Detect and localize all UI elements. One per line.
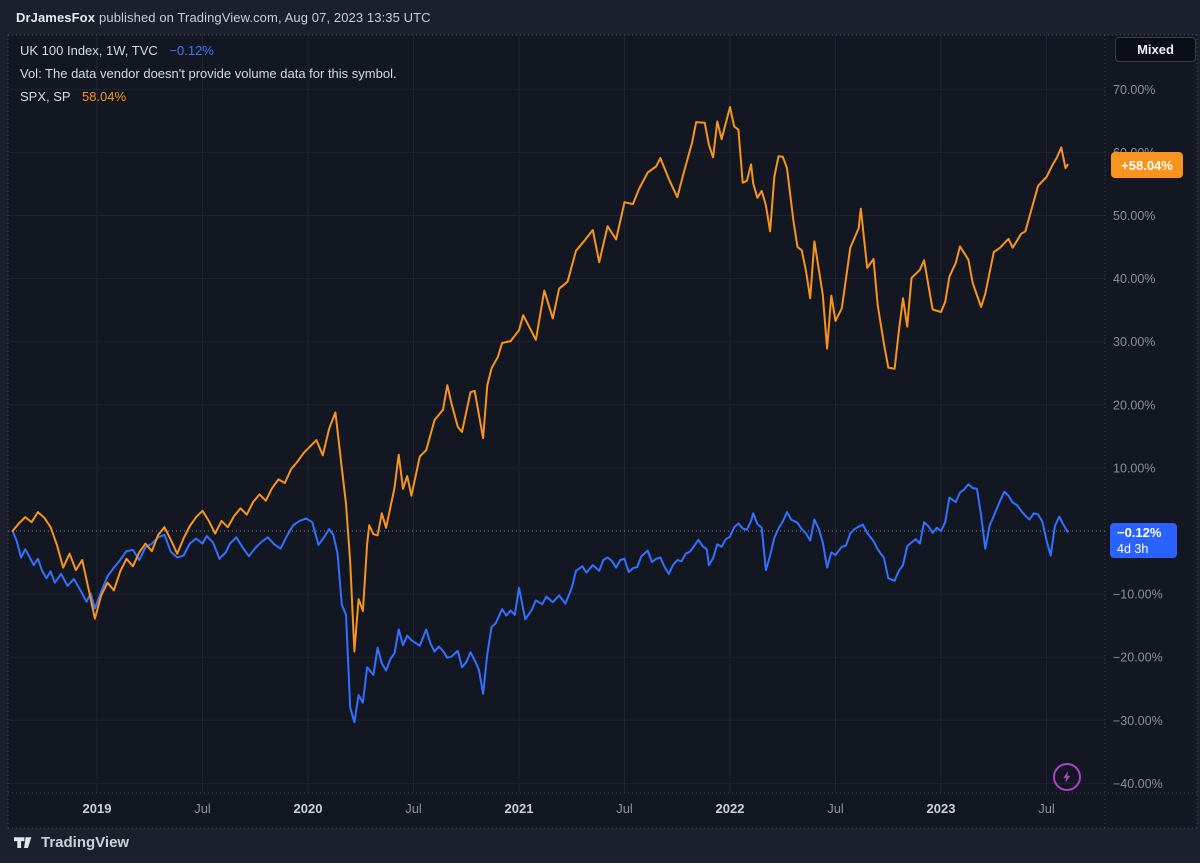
y-axis-label[interactable]: 70.00%: [1113, 83, 1155, 97]
flash-button[interactable]: [1053, 763, 1081, 791]
x-axis-label[interactable]: Jul: [1038, 801, 1055, 816]
x-axis-label[interactable]: 2020: [294, 801, 323, 816]
legend-volume-note: Vol: The data vendor doesn't provide vol…: [20, 66, 397, 81]
x-axis-label[interactable]: Jul: [616, 801, 633, 816]
x-axis-label[interactable]: Jul: [827, 801, 844, 816]
attribution-text: published on TradingView.com, Aug 07, 20…: [99, 10, 431, 25]
x-axis-label[interactable]: 2022: [716, 801, 745, 816]
x-axis-label[interactable]: 2019: [83, 801, 112, 816]
x-axis-label[interactable]: Jul: [405, 801, 422, 816]
chart-pane-background: [8, 35, 1197, 828]
y-axis-label[interactable]: 40.00%: [1113, 272, 1155, 286]
spx-price-label: +58.04%: [1111, 152, 1183, 178]
series-line-spx: [11, 106, 1069, 653]
legend-row-volume: Vol: The data vendor doesn't provide vol…: [20, 62, 397, 85]
y-axis-label[interactable]: 30.00%: [1113, 335, 1155, 349]
legend-row-uk100[interactable]: UK 100 Index, 1W, TVC −0.12%: [20, 39, 397, 62]
y-axis-label[interactable]: −20.00%: [1113, 651, 1163, 665]
x-axis-label[interactable]: 2021: [505, 801, 534, 816]
uk100-price-value: −0.12%: [1117, 525, 1162, 540]
attribution-author: DrJamesFox: [16, 10, 96, 25]
legend-symbol-spx: SPX, SP: [20, 89, 71, 104]
attribution: DrJamesFox published on TradingView.com, …: [16, 10, 431, 25]
legend-row-spx[interactable]: SPX, SP 58.04%: [20, 85, 397, 108]
y-axis-label[interactable]: −30.00%: [1113, 714, 1163, 728]
uk100-price-label: −0.12% 4d 3h: [1110, 523, 1177, 558]
legend-value-uk100: −0.12%: [169, 43, 214, 58]
legend-value-spx: 58.04%: [81, 89, 127, 104]
legend: UK 100 Index, 1W, TVC −0.12% Vol: The da…: [20, 39, 397, 108]
footer: TradingView: [14, 834, 129, 851]
y-axis-label[interactable]: 50.00%: [1113, 209, 1155, 223]
y-axis-label[interactable]: −40.00%: [1113, 777, 1163, 791]
tradingview-logo-icon[interactable]: [14, 834, 33, 851]
y-axis-label[interactable]: 20.00%: [1113, 398, 1155, 412]
legend-symbol-uk100: UK 100 Index, 1W, TVC: [20, 43, 158, 58]
x-axis-label[interactable]: 2023: [927, 801, 956, 816]
x-axis-label[interactable]: Jul: [194, 801, 211, 816]
lightning-icon: [1063, 771, 1071, 783]
y-axis-label[interactable]: −10.00%: [1113, 588, 1163, 602]
y-axis-label[interactable]: 10.00%: [1113, 461, 1155, 475]
tradingview-brand[interactable]: TradingView: [41, 834, 130, 851]
series-line-uk100: [11, 483, 1069, 724]
mixed-scale-button[interactable]: Mixed: [1115, 37, 1196, 62]
uk100-countdown: 4d 3h: [1117, 542, 1149, 556]
